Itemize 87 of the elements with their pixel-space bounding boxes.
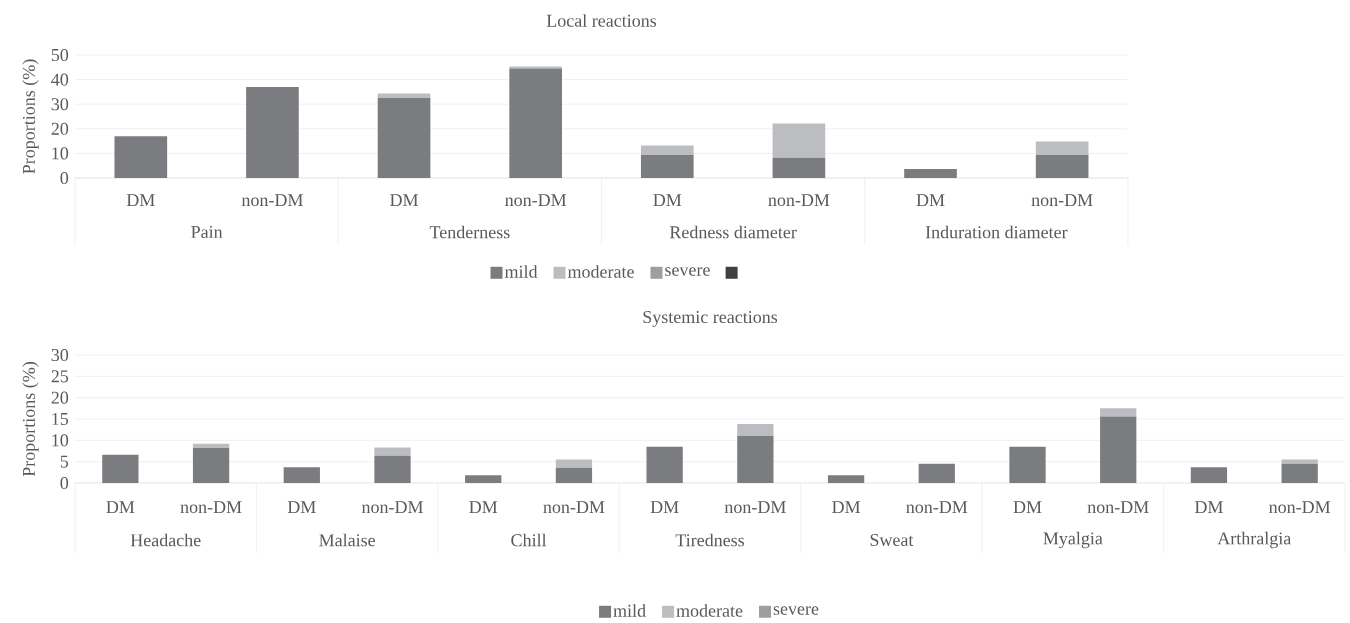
x-tick-label: DM — [126, 194, 155, 206]
bar — [1009, 446, 1046, 483]
bar — [509, 68, 562, 178]
x-tick-label: non-DM — [361, 501, 423, 513]
y-axis-title: Proportions (%) — [22, 361, 39, 477]
bar — [772, 157, 826, 178]
text: Redness diameter — [669, 225, 797, 239]
bar — [192, 443, 230, 448]
bar — [465, 475, 502, 483]
text: Tenderness — [429, 225, 510, 239]
legend-label: severe — [665, 267, 710, 276]
bar — [377, 97, 431, 178]
x-tick-label: non-DM — [1269, 501, 1331, 513]
bar — [737, 435, 774, 483]
text: Arthralgia — [1217, 531, 1292, 549]
x-tick-label: DM — [1194, 501, 1223, 513]
x-tick-label: DM — [832, 501, 861, 513]
x-tick-label: DM — [1013, 501, 1042, 513]
bar — [1190, 467, 1228, 483]
bar — [283, 467, 320, 483]
legend-label: moderate — [676, 604, 743, 617]
x-tick-label: non-DM — [241, 194, 303, 206]
text: Tiredness — [675, 533, 745, 547]
chart-title: Local reactions — [546, 13, 657, 27]
bar — [1281, 463, 1318, 483]
x-tick-label: non-DM — [1087, 501, 1149, 513]
bar — [1281, 459, 1318, 464]
y-tick-label: 0 — [60, 476, 69, 489]
y-tick-label: 25 — [51, 370, 69, 383]
text: Chill — [511, 533, 547, 547]
bar — [918, 463, 955, 483]
x-tick-label: DM — [469, 501, 498, 513]
x-tick-label: DM — [287, 501, 316, 513]
y-tick-label: 40 — [51, 73, 69, 86]
y-tick-label: 10 — [52, 434, 69, 447]
bar — [374, 455, 411, 483]
x-tick-label: DM — [653, 194, 682, 206]
x-tick-label: DM — [650, 501, 679, 513]
x-tick-label: non-DM — [906, 501, 968, 513]
x-tick-label: non-DM — [724, 501, 786, 513]
bar — [737, 423, 774, 436]
chart-title: Systemic reactions — [643, 310, 778, 327]
text: Induration diameter — [925, 225, 1068, 239]
y-tick-label: 30 — [51, 97, 69, 111]
text: Myalgia — [1043, 531, 1103, 549]
x-tick-label: DM — [916, 194, 945, 206]
bar — [1035, 154, 1089, 178]
bar — [555, 467, 593, 483]
text: Pain — [191, 225, 223, 238]
x-tick-label: non-DM — [543, 501, 605, 513]
y-tick-label: 20 — [51, 391, 69, 404]
bar — [1035, 141, 1089, 155]
text: Headache — [130, 533, 201, 547]
bar — [1100, 416, 1137, 483]
bar — [904, 168, 957, 178]
x-tick-label: non-DM — [180, 501, 242, 513]
y-tick-label: 30 — [51, 348, 69, 361]
x-tick-label: non-DM — [768, 194, 830, 206]
bar — [114, 136, 168, 178]
bar — [374, 447, 411, 456]
x-tick-label: DM — [390, 194, 419, 206]
y-tick-label: 0 — [60, 171, 69, 184]
y-tick-label: 5 — [60, 455, 69, 468]
legend-label: severe — [773, 606, 819, 615]
text: Malaise — [319, 533, 376, 547]
x-tick-label: DM — [106, 501, 135, 513]
y-tick-label: 50 — [51, 48, 69, 61]
bar — [640, 145, 694, 155]
bar — [555, 459, 593, 468]
text: Sweat — [870, 533, 914, 546]
legend-label: mild — [504, 265, 538, 278]
y-tick-label: 20 — [51, 122, 69, 135]
x-tick-label: non-DM — [1031, 194, 1093, 206]
legend-label: mild — [613, 604, 646, 617]
x-tick-label: non-DM — [505, 194, 567, 206]
bar — [1100, 408, 1137, 417]
legend-label: moderate — [567, 265, 634, 278]
bar — [646, 446, 683, 483]
bar — [246, 86, 299, 178]
bar — [192, 447, 230, 483]
bar — [102, 454, 139, 483]
bar — [827, 475, 865, 483]
y-tick-label: 15 — [52, 412, 69, 425]
y-tick-label: 10 — [52, 147, 69, 160]
bar — [772, 123, 826, 158]
bar — [640, 154, 694, 178]
y-axis-title: Proportions (%) — [22, 59, 39, 174]
